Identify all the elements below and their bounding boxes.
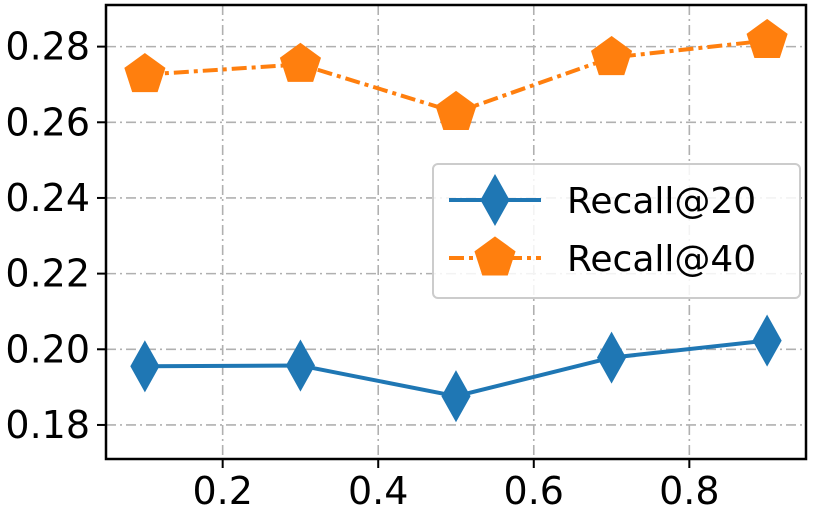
series-recall-20 — [130, 314, 782, 423]
y-tick-label: 0.20 — [5, 327, 90, 371]
data-point-recall-40-4 — [590, 35, 633, 76]
data-point-recall-40-3 — [435, 90, 477, 130]
legend-label-recall-40: Recall@40 — [567, 239, 756, 280]
series-line-recall-40 — [144, 38, 768, 115]
legend-marker-recall-40 — [474, 236, 516, 276]
x-tick-label: 0.6 — [504, 469, 564, 506]
legend-marker-recall-20 — [480, 173, 510, 227]
data-point-recall-40-5 — [746, 18, 788, 59]
y-tick-label: 0.24 — [5, 176, 90, 220]
x-tick-label: 0.8 — [659, 469, 719, 506]
x-tick-label: 0.2 — [192, 469, 252, 506]
y-tick-label: 0.18 — [5, 403, 90, 447]
legend-entry-recall-20: Recall@20 — [449, 173, 756, 227]
y-tick-label: 0.22 — [5, 252, 90, 296]
series-recall-40 — [124, 18, 788, 130]
series-layer — [124, 18, 788, 423]
legend-entry-recall-40: Recall@40 — [449, 236, 756, 280]
y-tick-label: 0.28 — [5, 25, 90, 69]
data-point-recall-20-5 — [752, 314, 782, 367]
legend-box — [432, 163, 801, 299]
legend-label-recall-20: Recall@20 — [567, 181, 756, 222]
data-point-recall-20-3 — [441, 370, 471, 423]
data-point-recall-40-2 — [279, 42, 322, 82]
y-tick-label: 0.26 — [5, 100, 90, 144]
data-point-recall-20-4 — [596, 331, 627, 384]
plot-frame — [104, 3, 808, 461]
legend: Recall@20 Recall@40 — [432, 163, 801, 299]
data-point-recall-20-1 — [130, 340, 160, 393]
x-tick-label: 0.4 — [348, 469, 408, 506]
axis-ticks: 0.2 0.4 0.6 0.8 0.18 0.20 0.22 0.24 0.26 0.28 — [5, 25, 719, 506]
data-point-recall-40-1 — [124, 52, 166, 93]
data-point-recall-20-2 — [285, 339, 316, 392]
